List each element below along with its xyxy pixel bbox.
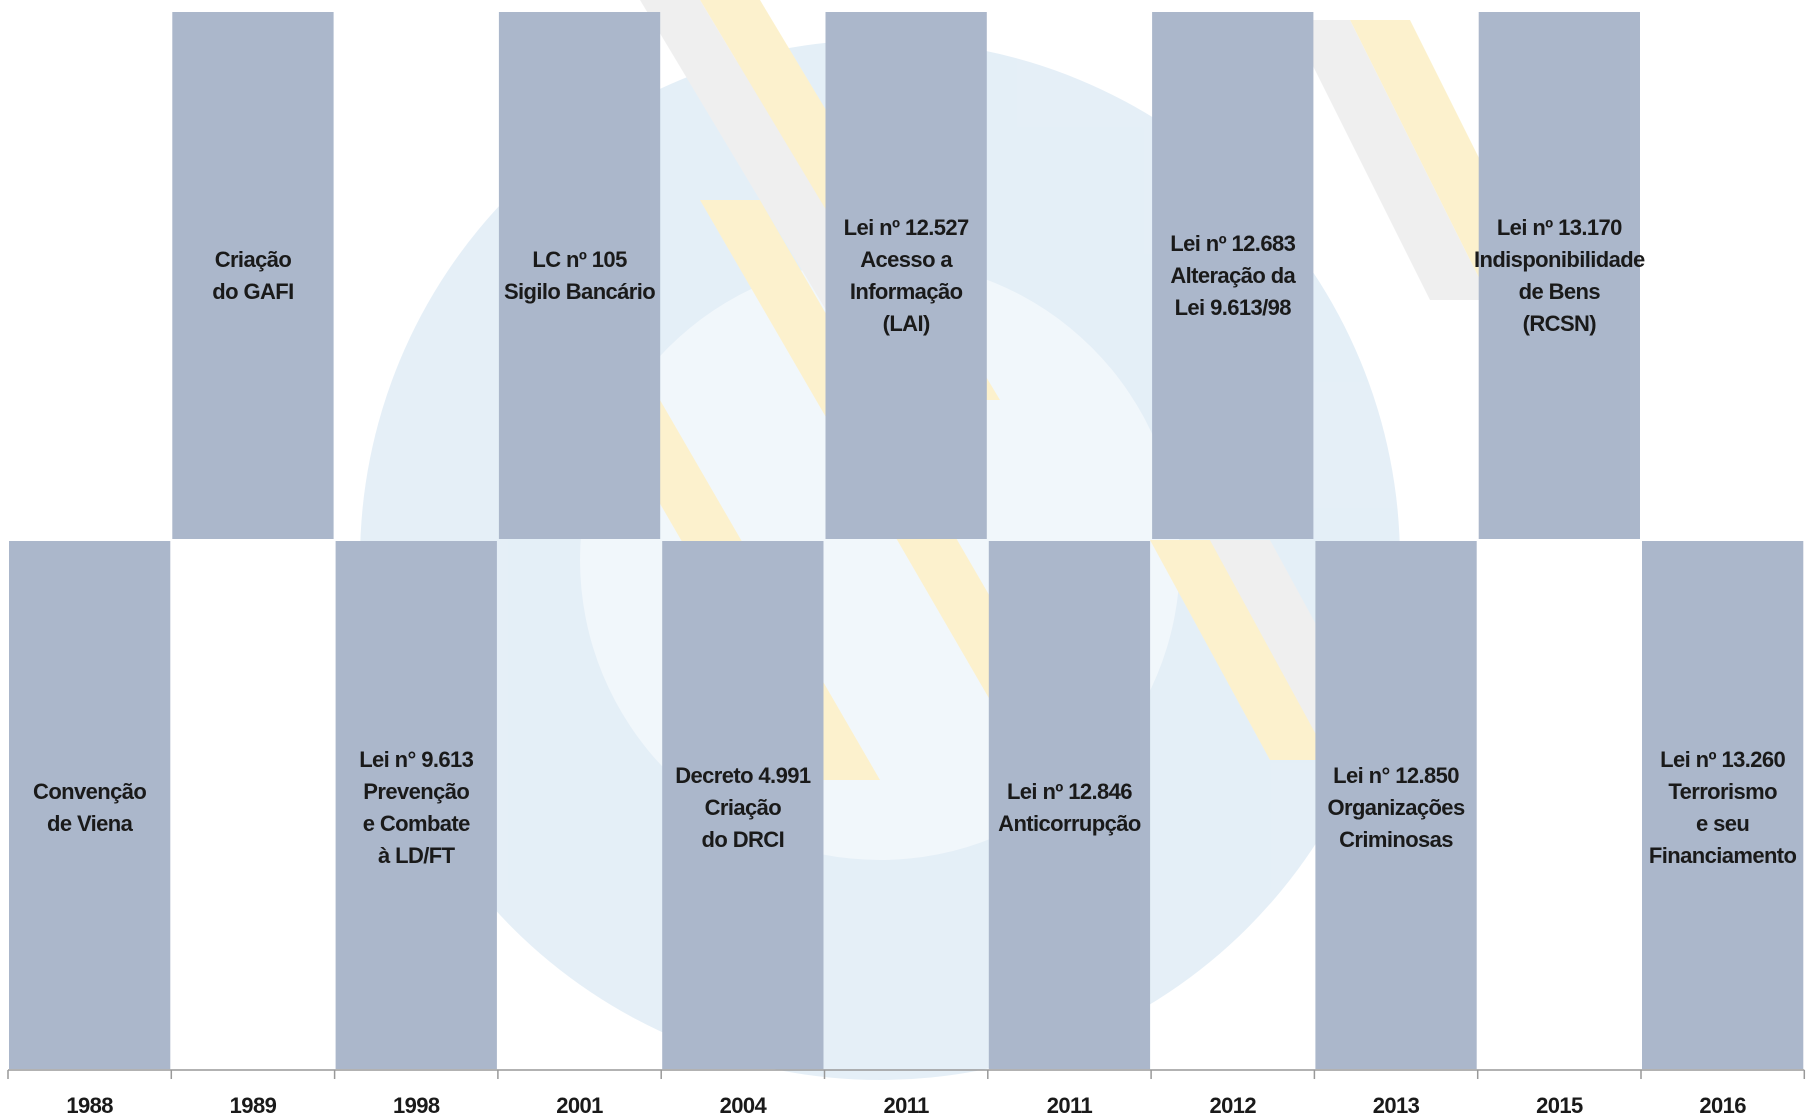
event-label: Lei nº 12.683 — [1170, 231, 1295, 256]
event-label: Financiamento — [1649, 843, 1797, 868]
event-label: Criação — [705, 795, 782, 820]
event-box — [499, 12, 660, 539]
year-label: 2015 — [1536, 1093, 1583, 1118]
event-label: Acesso a — [860, 247, 953, 272]
event-label: Lei nº 12.846 — [1007, 779, 1132, 804]
event-label: Sigilo Bancário — [504, 279, 655, 304]
event-box — [989, 541, 1150, 1069]
year-label: 2012 — [1209, 1093, 1256, 1118]
event-label: Lei n° 9.613 — [359, 747, 473, 772]
year-label: 2013 — [1373, 1093, 1420, 1118]
timeline: Convenção de Viena 1988 Criação do GAFI 1989 L… — [0, 0, 1812, 1118]
year-label: 2011 — [883, 1093, 929, 1118]
event-box — [336, 541, 497, 1069]
event-label: Lei nº 12.527 — [844, 215, 969, 240]
year-label: 1998 — [393, 1093, 440, 1118]
event-label: do DRCI — [702, 827, 785, 852]
event-label: Organizações — [1328, 795, 1465, 820]
event-label: de Viena — [47, 811, 134, 836]
event-label: e Combate — [363, 811, 470, 836]
event-label: Prevenção — [363, 779, 469, 804]
event-label: de Bens — [1519, 279, 1601, 304]
event-label: Lei 9.613/98 — [1175, 295, 1292, 320]
event-label: Lei nº 13.260 — [1660, 747, 1785, 772]
event-label: LC nº 105 — [532, 247, 627, 272]
event-box — [826, 12, 987, 539]
event-label: Informação — [850, 279, 963, 304]
event-label: (LAI) — [883, 311, 930, 336]
event-box — [1479, 12, 1640, 539]
event-label: do GAFI — [212, 279, 293, 304]
event-label: (RCSN) — [1523, 311, 1597, 336]
event-label: Decreto 4.991 — [675, 763, 811, 788]
year-label: 2004 — [720, 1093, 768, 1118]
event-label: Terrorismo — [1668, 779, 1777, 804]
event-label: Lei n° 12.850 — [1333, 763, 1459, 788]
event-label: à LD/FT — [378, 843, 456, 868]
event-label: Criminosas — [1339, 827, 1453, 852]
event-box — [172, 12, 333, 539]
event-label: Alteração da — [1170, 263, 1296, 288]
event-label: Indisponibilidade — [1474, 247, 1645, 272]
event-label: Anticorrupção — [998, 811, 1141, 836]
event-label: e seu — [1696, 811, 1749, 836]
year-label: 2016 — [1699, 1093, 1746, 1118]
year-label: 1988 — [66, 1093, 113, 1118]
event-label: Lei nº 13.170 — [1497, 215, 1622, 240]
event-box — [9, 541, 170, 1069]
event-label: Criação — [215, 247, 292, 272]
event-label: Convenção — [33, 779, 146, 804]
event-box — [1642, 541, 1803, 1069]
year-label: 2011 — [1047, 1093, 1093, 1118]
year-label: 1989 — [230, 1093, 277, 1118]
year-label: 2001 — [556, 1093, 603, 1118]
